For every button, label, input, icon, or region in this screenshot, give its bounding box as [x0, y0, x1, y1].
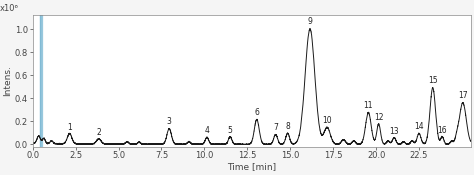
Text: 10: 10	[322, 116, 332, 125]
Y-axis label: Intens.: Intens.	[3, 65, 12, 96]
Text: 5: 5	[228, 126, 233, 135]
Text: 12: 12	[374, 113, 383, 122]
Text: 13: 13	[389, 127, 399, 135]
Text: 17: 17	[458, 91, 468, 100]
X-axis label: Time [min]: Time [min]	[227, 163, 276, 172]
Text: 11: 11	[364, 101, 373, 110]
Text: 4: 4	[204, 126, 210, 135]
Text: x10⁶: x10⁶	[0, 4, 18, 13]
Text: 8: 8	[285, 122, 290, 131]
Text: 2: 2	[96, 128, 101, 137]
Text: 16: 16	[438, 126, 447, 135]
Text: 3: 3	[167, 117, 172, 126]
Text: 9: 9	[308, 17, 312, 26]
Text: 1: 1	[67, 123, 72, 132]
Text: 7: 7	[273, 123, 278, 132]
Text: 15: 15	[428, 76, 438, 85]
Text: 6: 6	[255, 108, 259, 117]
Text: 14: 14	[414, 122, 424, 131]
